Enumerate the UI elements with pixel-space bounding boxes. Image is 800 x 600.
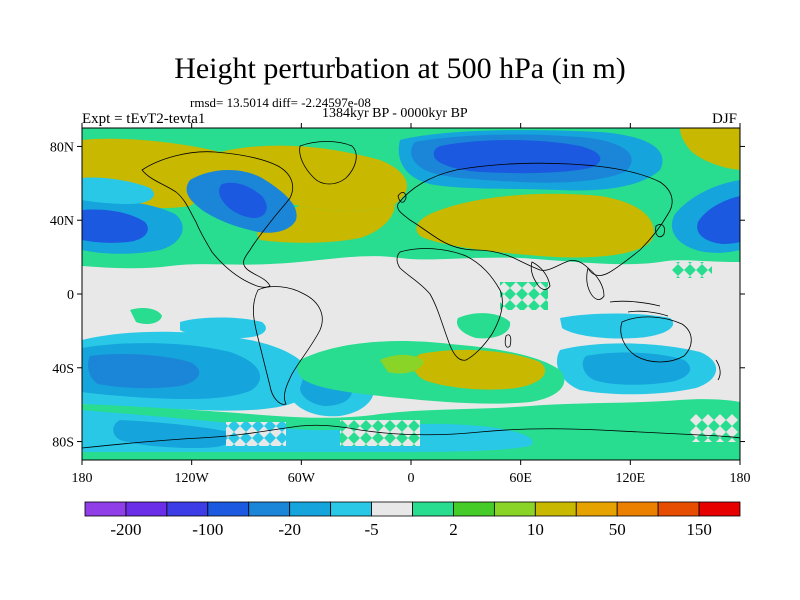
north-cyan-fringe <box>82 177 154 204</box>
coast-north-america <box>141 151 294 288</box>
colorbar-box <box>248 501 291 517</box>
hatched-region-3 <box>226 422 286 446</box>
experiment-label: Expt = tEvT2-tevta1 <box>82 111 206 127</box>
south-pacific-low-core <box>88 354 200 389</box>
colorbar-label: 2 <box>449 520 458 539</box>
colorbar-box <box>616 501 659 517</box>
siberia-low-core <box>433 140 601 174</box>
west-pacific-low-core <box>82 209 148 243</box>
stats-label: rmsd= 13.5014 diff= -2.24597e-08 <box>190 95 371 110</box>
tropical-green-1 <box>130 308 162 324</box>
coast-eurasia <box>397 162 673 276</box>
colorbar-label: 50 <box>609 520 626 539</box>
south-atlantic-high <box>412 349 546 390</box>
coast-japan <box>655 224 665 238</box>
colorbar-box <box>698 501 741 517</box>
lon-tick-label: 60E <box>509 471 532 486</box>
period-label: 1384kyr BP - 0000kyr BP <box>322 106 468 121</box>
colorbar-label: -200 <box>110 520 141 539</box>
lat-tick-label: 80S <box>52 436 74 451</box>
eurasia-high <box>416 193 654 258</box>
colorbar: -200 -100 -20 -5 2 10 50 150 <box>84 501 741 539</box>
tropical-cyan-2 <box>560 313 674 339</box>
coast-uk <box>397 192 407 203</box>
lon-tick-label: 180 <box>72 471 93 486</box>
lat-tick-label: 40S <box>52 362 74 377</box>
colorbar-box <box>289 501 332 517</box>
colorbar-box <box>575 501 618 517</box>
colorbar-box <box>330 501 372 517</box>
south-polar-blue <box>113 420 234 448</box>
tropical-green-2 <box>456 313 511 339</box>
colorbar-box <box>453 501 495 517</box>
indian-ocean-low-core <box>582 352 691 385</box>
hatched-region-5 <box>690 414 738 442</box>
coast-madagascar <box>504 334 512 348</box>
lon-tick-label: 180 <box>730 471 751 486</box>
coast-indonesia <box>609 300 669 317</box>
coast-south-america <box>253 286 323 405</box>
colorbar-box <box>207 501 250 517</box>
coastlines <box>82 141 740 449</box>
colorbar-box <box>534 501 577 517</box>
map-title: Height perturbation at 500 hPa (in m) <box>174 52 626 85</box>
coast-india <box>530 261 551 290</box>
colorbar-box <box>657 501 700 517</box>
east-pacific-low-core <box>697 196 740 244</box>
colorbar-label: 150 <box>686 520 712 539</box>
season-label: DJF <box>712 111 738 127</box>
colorbar-box <box>371 501 413 517</box>
coast-africa <box>396 248 503 361</box>
coast-australia <box>620 316 692 363</box>
coast-antarctica <box>82 424 740 449</box>
hatched-region-4 <box>340 420 420 446</box>
lon-tick-label: 120E <box>616 471 646 486</box>
coast-southeast-asia <box>586 267 605 300</box>
lon-tick-label: 0 <box>408 471 415 486</box>
hatched-region-1 <box>500 282 548 310</box>
canada-low-inner <box>219 182 267 218</box>
ne-corner-high <box>680 128 740 170</box>
coast-greenland <box>299 141 357 185</box>
lat-tick-label: 0 <box>67 288 74 303</box>
colorbar-label: -100 <box>192 520 223 539</box>
colorbar-label: -5 <box>364 520 378 539</box>
colorbar-label: -20 <box>278 520 301 539</box>
colorbar-box <box>412 501 454 517</box>
lon-tick-label: 120W <box>175 471 210 486</box>
lat-tick-label: 40N <box>50 214 74 229</box>
latitude-axis: 80N 40N 0 40S 80S <box>50 140 745 451</box>
colorbar-box <box>84 501 127 517</box>
coast-new-zealand <box>715 359 721 381</box>
south-atlantic-high-inner <box>380 354 424 374</box>
south-edge-band <box>82 452 740 460</box>
tropical-cyan-1 <box>180 317 266 338</box>
colorbar-label: 10 <box>527 520 544 539</box>
longitude-axis: 180 120W 60W 0 60E 120E 180 <box>72 123 751 486</box>
colorbar-box <box>166 501 209 517</box>
colorbar-box <box>493 501 536 517</box>
field-layer <box>82 128 740 460</box>
lon-tick-label: 60W <box>288 471 316 486</box>
hatched-region-2 <box>672 262 712 278</box>
lat-tick-label: 80N <box>50 140 74 155</box>
colorbar-box <box>125 501 168 517</box>
